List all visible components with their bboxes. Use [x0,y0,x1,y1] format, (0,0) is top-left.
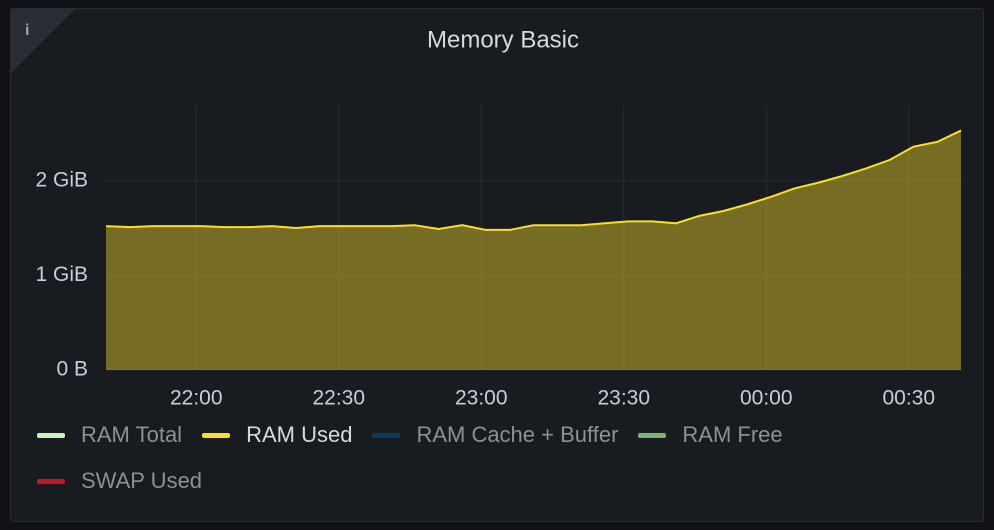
legend-label: RAM Used [246,422,353,447]
legend-item[interactable]: RAM Total [37,422,183,447]
chart-title: Memory Basic [427,26,579,53]
x-tick-label: 22:30 [312,387,365,410]
legend-item[interactable]: RAM Used [202,422,353,447]
legend-swatch [37,478,65,484]
area [106,130,961,370]
legend-swatch [202,432,231,438]
legend-label: RAM Total [81,422,183,447]
panel: i Memory Basic 0 B 1 GiB 2 GiB 22:00 22:30 23… [10,8,984,522]
y-tick-label: 0 B [56,358,88,381]
legend-item[interactable]: SWAP Used [37,468,203,493]
legend: RAM Total RAM Used RAM Cache + Buffer RAM F… [37,422,857,493]
info-icon[interactable]: i [25,22,29,39]
legend-label: RAM Free [682,422,783,447]
x-tick-label: 00:30 [882,387,935,410]
legend-label: RAM Cache + Buffer [416,422,619,447]
legend-swatch [37,432,65,438]
info-corner [11,9,75,73]
legend-label: SWAP Used [81,468,203,493]
chart: i Memory Basic 0 B 1 GiB 2 GiB 22:00 22:30 23… [11,9,962,410]
x-tick-label: 00:00 [740,387,793,410]
grid [106,105,961,371]
x-tick-label: 23:00 [455,387,508,410]
legend-swatch [638,432,667,438]
y-tick-label: 2 GiB [35,168,88,191]
y-tick-label: 1 GiB [35,263,88,286]
x-tick-label: 22:00 [170,387,223,410]
x-tick-label: 23:30 [597,387,650,410]
legend-item[interactable]: RAM Cache + Buffer [372,422,619,447]
legend-swatch [372,432,401,438]
line [105,129,962,231]
legend-item[interactable]: RAM Free [638,422,783,447]
